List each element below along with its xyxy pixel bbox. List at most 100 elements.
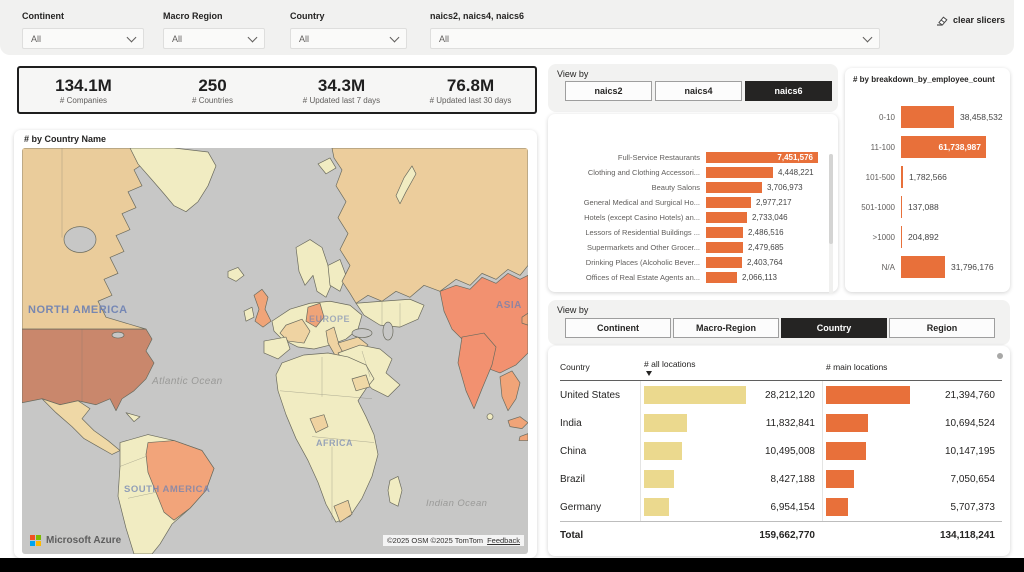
tab-continent[interactable]: Continent [565,318,671,338]
table-row[interactable]: China 10,495,008 10,147,195 [560,437,1002,465]
bar[interactable] [706,227,743,238]
main-locations-bar[interactable] [826,442,866,460]
bar-row[interactable]: 101-500 1,782,566 [849,162,1006,192]
table-row[interactable]: Brazil 8,427,188 7,050,654 [560,465,1002,493]
bar-row[interactable]: 11-100 61,738,987 [849,132,1006,162]
view-by-label: View by [557,69,589,79]
bar[interactable]: 61,738,987 [901,136,986,158]
country-mexico[interactable] [41,398,121,455]
bar-row[interactable]: N/A 31,796,176 [849,252,1006,282]
bar[interactable] [706,167,773,178]
tab-naics4[interactable]: naics4 [655,81,742,101]
main-locations-cell: 10,694,524 [822,409,1002,437]
novaya-zemlya[interactable] [395,165,417,205]
all-locations-bar[interactable] [644,414,687,432]
bar-row[interactable]: Full-Service Restaurants 7,451,576 [552,150,824,165]
country-sri-lanka[interactable] [486,413,494,421]
bar-row[interactable]: Lessors of Residential Buildings ... 2,48… [552,225,824,240]
macro-region-dropdown[interactable]: All [163,28,265,49]
country-nigeria[interactable] [309,414,329,433]
bar[interactable] [901,226,902,248]
all-locations-bar[interactable] [644,470,674,488]
country-japan[interactable] [521,312,528,326]
main-locations-bar[interactable] [826,470,854,488]
scrollbar-thumb[interactable] [829,154,833,244]
bar-row[interactable]: >1000 204,892 [849,222,1006,252]
bar[interactable] [901,106,954,128]
bar-row[interactable]: Beauty Salons 3,706,973 [552,180,824,195]
central-asia[interactable] [355,298,425,328]
bar[interactable] [706,182,762,193]
country-indonesia[interactable] [507,416,528,429]
country-dropdown[interactable]: All [290,28,407,49]
all-locations-bar[interactable] [644,442,682,460]
bar[interactable] [901,196,902,218]
column-header-all-locations[interactable]: # all locations [640,354,822,380]
bar-row[interactable]: 0-10 38,458,532 [849,102,1006,132]
naics-dropdown[interactable]: All [430,28,880,49]
all-locations-cell: 28,212,120 [640,381,822,409]
bar-row[interactable]: Drinking Places (Alcoholic Bever... 2,403… [552,255,824,270]
country-brazil[interactable] [145,440,215,521]
country-iceland[interactable] [227,267,245,282]
bar[interactable] [706,242,743,253]
bar-value-label: 3,706,973 [767,183,803,192]
all-locations-bar[interactable] [644,386,746,404]
country-china[interactable] [439,273,528,374]
bar-row[interactable]: Supermarkets and Other Grocer... 2,479,68… [552,240,824,255]
tab-naics6[interactable]: naics6 [745,81,832,101]
country-greenland[interactable] [129,148,217,213]
clear-slicers-label: clear slicers [953,15,1006,25]
feedback-link[interactable]: Feedback [487,536,520,545]
country-france[interactable] [279,318,311,344]
bar[interactable] [901,166,903,188]
country-united-kingdom[interactable] [253,288,272,328]
world-map[interactable]: NORTH AMERICA EUROPE ASIA AFRICA SOUTH A… [22,148,528,554]
tab-region[interactable]: Region [889,318,995,338]
tab-naics2[interactable]: naics2 [565,81,652,101]
bar-row[interactable]: 501-1000 137,088 [849,192,1006,222]
svalbard[interactable] [317,157,337,175]
main-locations-bar[interactable] [826,414,868,432]
table-row[interactable]: United States 28,212,120 21,394,760 [560,381,1002,409]
bar[interactable] [706,272,737,283]
iberia[interactable] [263,336,291,360]
bar-row[interactable]: General Medical and Surgical Ho... 2,977,… [552,195,824,210]
geo-table-card: Country # all locations # main locations… [548,346,1010,556]
continent-dropdown[interactable]: All [22,28,144,49]
country-egypt[interactable] [351,374,371,392]
africa[interactable] [275,352,379,523]
country-india[interactable] [457,332,497,410]
tab-macro-region[interactable]: Macro-Region [673,318,779,338]
southeast-asia[interactable] [499,370,521,412]
country-cuba[interactable] [125,412,141,423]
bar[interactable]: 7,451,576 [706,152,818,163]
tab-country[interactable]: Country [781,318,887,338]
chart-scrollbar[interactable] [829,154,833,294]
column-header-main-locations[interactable]: # main locations [826,362,888,372]
bar-track: 2,066,113 [706,272,824,283]
scrollbar-dot[interactable] [997,353,1003,359]
bar[interactable] [706,197,751,208]
scandinavia[interactable] [295,239,333,298]
column-header-country[interactable]: Country [560,362,590,372]
bar-row[interactable]: Hotels (except Casino Hotels) an... 2,733… [552,210,824,225]
country-germany[interactable] [305,302,325,328]
bar[interactable] [706,257,742,268]
all-locations-bar[interactable] [644,498,669,516]
country-ireland[interactable] [243,306,255,322]
country-indonesia-east[interactable] [518,433,528,441]
country-madagascar[interactable] [387,476,403,507]
main-locations-bar[interactable] [826,386,910,404]
bar[interactable] [901,256,945,278]
bar[interactable] [706,212,747,223]
country-south-africa[interactable] [333,499,353,523]
bar-value-label: 4,448,221 [778,168,814,177]
bar-row[interactable]: Clothing and Clothing Accessori... 4,448,… [552,165,824,180]
clear-slicers-button[interactable]: clear slicers [936,12,1005,28]
table-row[interactable]: India 11,832,841 10,694,524 [560,409,1002,437]
table-row[interactable]: Germany 6,954,154 5,707,373 [560,493,1002,521]
map-countries[interactable] [22,148,528,554]
bar-row[interactable]: Offices of Real Estate Agents an... 2,066… [552,270,824,285]
main-locations-bar[interactable] [826,498,848,516]
